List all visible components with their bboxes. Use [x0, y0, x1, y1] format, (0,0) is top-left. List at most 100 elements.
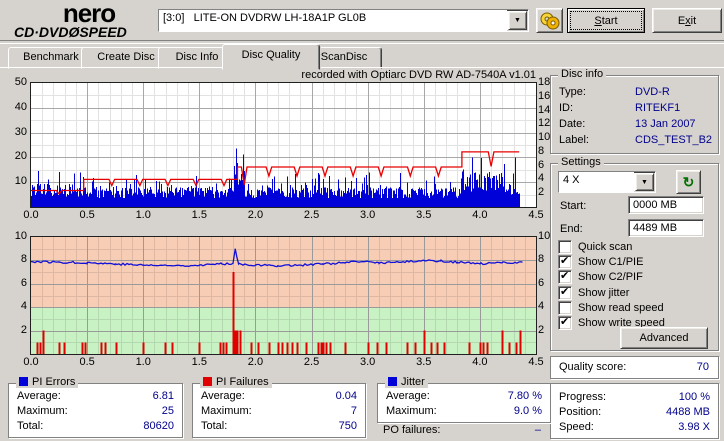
refresh-button[interactable]: ↻: [676, 170, 701, 194]
start-mb-input[interactable]: 0000 MB: [628, 196, 704, 214]
scan-speed-select[interactable]: 4 X ▼: [558, 171, 656, 193]
cd-dvd-speed-logo-text: CD·DVDØSPEED: [14, 24, 127, 40]
end-mb-label: End:: [560, 223, 583, 235]
checkbox-box[interactable]: [558, 300, 572, 315]
tab-disc-quality[interactable]: Disc Quality: [222, 44, 320, 70]
legend-square-icon: [19, 377, 28, 386]
x-tick: 4.0: [472, 356, 488, 368]
quality-score-value: 70: [696, 361, 709, 373]
x-tick: 2.0: [247, 209, 264, 221]
stats-title-text: PI Errors: [32, 376, 76, 388]
disc-info-value: RITEKF1: [635, 102, 681, 114]
stats-value: 80620: [143, 420, 174, 432]
stats-box-pi-errors: PI Errors Average: 6.81 Maximum: 25 Total: 806…: [8, 376, 183, 438]
stats-title-text: PI Failures: [216, 376, 269, 388]
x-tick: 3.0: [360, 356, 376, 368]
checkbox-show-c1-pie[interactable]: Show C1/PIE: [558, 254, 643, 270]
x-tick: 1.5: [191, 209, 207, 221]
drive-select-value: [3:0] LITE-ON DVDRW LH-18A1P GL0B: [159, 10, 507, 31]
progress-label: Speed:: [559, 421, 594, 433]
start-mb-label: Start:: [560, 200, 587, 212]
tab-disc-info[interactable]: Disc Info: [158, 47, 236, 69]
x-tick: 2.0: [247, 356, 264, 368]
tab-create-disc[interactable]: Create Disc: [81, 47, 171, 69]
advanced-button[interactable]: Advanced: [620, 327, 708, 349]
stats-row-total: Total: 80620: [15, 419, 176, 433]
chart-title: recorded with Optiarc DVD RW AD-7540A v1…: [301, 69, 536, 81]
y-right-tick: 2: [538, 186, 545, 199]
checkbox-box[interactable]: [558, 269, 572, 285]
y-left-tick: 40: [14, 100, 27, 113]
x-tick: 0.0: [23, 209, 39, 221]
x-tick: 0.0: [23, 356, 39, 368]
progress-row-speed: Speed: 3.98 X: [557, 420, 712, 434]
checkbox-box[interactable]: [558, 240, 572, 254]
x-tick: 0.5: [79, 356, 95, 368]
checkbox-box[interactable]: [558, 315, 572, 330]
drive-select[interactable]: [3:0] LITE-ON DVDRW LH-18A1P GL0B ▼: [158, 9, 529, 32]
checkbox-label: Show jitter: [578, 286, 630, 299]
checkbox-box[interactable]: [558, 285, 572, 300]
end-mb-input[interactable]: 4489 MB: [628, 219, 704, 237]
quality-score-box: Quality score: 70: [550, 356, 719, 379]
stats-box-title: PI Errors: [16, 376, 79, 388]
drive-select-arrow[interactable]: ▼: [508, 11, 527, 30]
checkbox-label: Show read speed: [578, 301, 664, 314]
legend-square-icon: [388, 377, 397, 386]
checkbox-quick-scan[interactable]: Quick scan: [558, 240, 632, 254]
stats-row-average: Average: 0.04: [199, 389, 359, 403]
disc-info-value: 13 Jan 2007: [635, 118, 696, 130]
y-left-tick: 8: [20, 253, 27, 266]
y-right-tick: 16: [538, 89, 551, 102]
po-failures-label: PO failures:: [383, 424, 441, 436]
stats-title-text: Jitter: [401, 376, 425, 388]
checkbox-show-write-speed[interactable]: Show write speed: [558, 315, 665, 330]
x-tick: 4.5: [528, 209, 544, 221]
y-right-tick: 10: [538, 131, 551, 144]
y-right-tick: 14: [538, 103, 551, 116]
nero-logo-text: nero: [62, 0, 116, 28]
disc-info-group: Disc info Type: DVD-R ID: RITEKF1 Date: 13 Ja…: [550, 68, 719, 154]
disc-info-value: DVD-R: [635, 86, 670, 98]
y-right-tick: 18: [538, 76, 551, 88]
y-right-tick: 8: [538, 144, 545, 157]
scan-speed-arrow[interactable]: ▼: [635, 173, 654, 191]
legend-square-icon: [203, 377, 212, 386]
y-left-tick: 2: [20, 323, 27, 336]
x-tick: 2.5: [303, 209, 320, 221]
x-tick: 0.5: [79, 209, 95, 221]
disc-info-title: Disc info: [558, 68, 607, 80]
stats-row-maximum: Maximum: 9.0 %: [384, 404, 544, 418]
y-right-tick: 2: [538, 323, 545, 336]
checkbox-show-jitter[interactable]: Show jitter: [558, 285, 630, 300]
x-tick: 2.5: [303, 356, 320, 368]
stats-box-jitter: Jitter Average: 7.80 % Maximum: 9.0 %: [377, 376, 551, 423]
checkbox-show-read-speed[interactable]: Show read speed: [558, 300, 664, 315]
disc-info-row-label: Label: CDS_TEST_B2: [557, 133, 712, 147]
checkbox-label: Quick scan: [578, 241, 633, 253]
eject-disc-button[interactable]: [536, 8, 563, 33]
progress-box: Progress: 100 % Position: 4488 MB Speed: 3.98…: [550, 383, 719, 439]
stats-value: 750: [338, 420, 357, 432]
x-tick: 1.0: [135, 356, 151, 368]
stats-value: 25: [161, 405, 174, 417]
progress-value: 4488 MB: [665, 406, 710, 418]
checkbox-box[interactable]: [558, 254, 572, 270]
jitter-pif-chart: [30, 236, 537, 355]
stats-value: 9.0 %: [513, 405, 542, 417]
stats-value: 0.04: [335, 390, 357, 402]
disc-info-label: Type:: [559, 86, 586, 98]
x-tick: 4.0: [472, 209, 488, 221]
disc-info-value: CDS_TEST_B2: [635, 134, 713, 146]
checkbox-show-c2-pif[interactable]: Show C2/PIF: [558, 269, 643, 285]
stats-box-title: PI Failures: [200, 376, 272, 388]
scan-speed-value: 4 X: [559, 172, 634, 192]
tab-scandisc[interactable]: ScanDisc: [306, 47, 382, 69]
y-right-tick: 4: [538, 300, 545, 313]
stats-row-maximum: Maximum: 7: [199, 404, 359, 418]
y-left-tick: 10: [14, 175, 27, 188]
stats-label: Average:: [386, 390, 430, 402]
